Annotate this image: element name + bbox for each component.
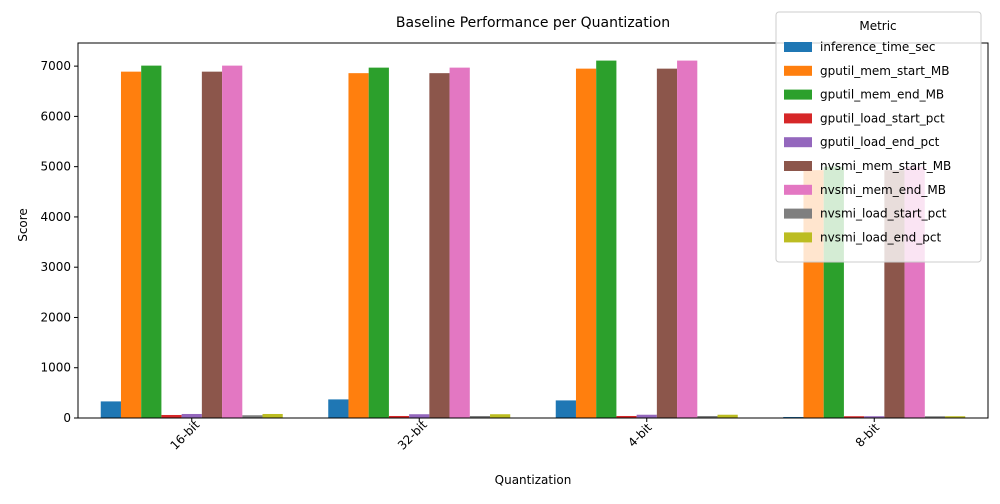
bar-nvsmi_mem_start_MB-4-bit [656, 68, 678, 418]
legend-title: Metric [859, 19, 896, 33]
x-tick-label: 4-bit [625, 420, 655, 450]
legend-swatch-nvsmi_load_end_pct [784, 232, 812, 243]
legend-label-inference_time_sec: inference_time_sec [820, 40, 936, 54]
bar-nvsmi_load_end_pct-4-bit [717, 414, 738, 418]
bar-nvsmi_mem_start_MB-32-bit [429, 73, 450, 418]
bar-gputil_load_end_pct-16-bit [181, 413, 202, 418]
bar-gputil_load_end_pct-4-bit [636, 414, 657, 418]
legend-label-gputil_load_start_pct: gputil_load_start_pct [820, 111, 945, 125]
bar-gputil_load_start_pct-4-bit [616, 415, 637, 418]
plot-frame [77, 42, 989, 419]
legend-frame [775, 11, 982, 263]
chart-title: Baseline Performance per Quantization [396, 15, 670, 31]
bar-inference_time_sec-4-bit [555, 400, 576, 418]
bar-gputil_load_start_pct-8-bit [843, 416, 865, 418]
legend-swatch-nvsmi_mem_start_MB [784, 161, 812, 171]
legend-label-nvsmi_mem_start_MB: nvsmi_mem_start_MB [820, 159, 951, 173]
bar-gputil_mem_start_MB-16-bit [120, 71, 142, 419]
legend-swatch-nvsmi_load_start_pct [784, 208, 812, 219]
legend-swatch-gputil_mem_start_MB [784, 65, 812, 76]
legend-label-nvsmi_load_end_pct: nvsmi_load_end_pct [820, 230, 941, 244]
bar-nvsmi_mem_end_MB-16-bit [222, 65, 243, 419]
y-tick-label: 1000 [40, 361, 71, 375]
y-axis-label: Score [16, 208, 30, 242]
legend-label-nvsmi_mem_end_MB: nvsmi_mem_end_MB [820, 183, 946, 197]
y-tick-label: 5000 [40, 160, 71, 174]
bar-nvsmi_load_start_pct-32-bit [469, 415, 491, 418]
bar-nvsmi_mem_end_MB-32-bit [449, 67, 470, 418]
x-tick-label: 32-bit [395, 418, 430, 453]
bar-inference_time_sec-32-bit [328, 399, 349, 418]
bar-gputil_mem_end_MB-16-bit [141, 65, 162, 419]
bar-nvsmi_load_start_pct-4-bit [697, 415, 718, 418]
bar-inference_time_sec-8-bit [783, 416, 804, 418]
y-tick-label: 4000 [40, 210, 71, 224]
bar-gputil_mem_end_MB-32-bit [368, 67, 389, 418]
bar-gputil_load_end_pct-32-bit [409, 414, 430, 418]
legend-swatch-inference_time_sec [784, 42, 812, 52]
legend-swatch-nvsmi_mem_end_MB [784, 184, 812, 195]
bar-gputil_load_start_pct-16-bit [161, 414, 182, 418]
legend-swatch-gputil_load_end_pct [784, 137, 812, 148]
bar-nvsmi_load_end_pct-8-bit [945, 416, 966, 418]
legend-label-gputil_load_end_pct: gputil_load_end_pct [820, 135, 940, 149]
legend-label-gputil_mem_start_MB: gputil_mem_start_MB [820, 64, 950, 78]
bar-nvsmi_load_start_pct-8-bit [924, 416, 946, 418]
bar-gputil_load_end_pct-8-bit [864, 416, 885, 418]
bar-gputil_mem_start_MB-4-bit [575, 68, 597, 418]
bar-gputil_mem_end_MB-4-bit [596, 60, 617, 419]
bar-nvsmi_load_start_pct-16-bit [242, 415, 263, 418]
bar-gputil_mem_start_MB-32-bit [348, 73, 369, 418]
y-tick-label: 3000 [40, 260, 71, 274]
y-tick-label: 7000 [40, 59, 71, 73]
y-tick-label: 6000 [40, 109, 71, 123]
y-tick-label: 0 [63, 411, 71, 425]
legend-swatch-gputil_mem_end_MB [784, 89, 812, 100]
bar-nvsmi_mem_end_MB-4-bit [677, 60, 698, 419]
legend-swatch-gputil_load_start_pct [784, 113, 812, 124]
bar-gputil_load_start_pct-32-bit [388, 415, 410, 418]
plot-area: 0 1000 2000 3000 4000 5000 6000 7000 16-bit 32-bi… [40, 42, 989, 453]
legend-label-gputil_mem_end_MB: gputil_mem_end_MB [820, 88, 944, 102]
y-tick-label: 2000 [40, 310, 71, 324]
bar-nvsmi_mem_start_MB-16-bit [201, 71, 223, 419]
bar-nvsmi_load_end_pct-32-bit [490, 414, 511, 418]
legend: Metric inference_time_sec gputil_mem_star… [775, 11, 982, 263]
x-axis-label: Quantization [495, 473, 572, 487]
x-tick-label: 8-bit [853, 420, 883, 450]
bar-inference_time_sec-16-bit [100, 401, 121, 418]
x-tick-label: 16-bit [168, 418, 203, 453]
legend-label-nvsmi_load_start_pct: nvsmi_load_start_pct [820, 207, 947, 221]
bar-nvsmi_load_end_pct-16-bit [262, 413, 283, 418]
